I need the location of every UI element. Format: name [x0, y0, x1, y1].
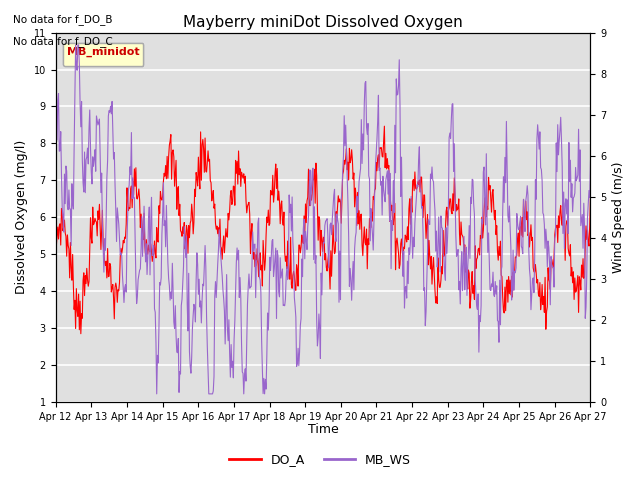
Text: No data for f_DO_B: No data for f_DO_B — [13, 14, 112, 25]
Legend:  — [63, 43, 143, 66]
Title: Mayberry miniDot Dissolved Oxygen: Mayberry miniDot Dissolved Oxygen — [183, 15, 463, 30]
X-axis label: Time: Time — [308, 423, 339, 436]
Text: No data for f_DO_C: No data for f_DO_C — [13, 36, 113, 47]
Legend: DO_A, MB_WS: DO_A, MB_WS — [224, 448, 416, 471]
Y-axis label: Dissolved Oxygen (mg/l): Dissolved Oxygen (mg/l) — [15, 140, 28, 294]
Y-axis label: Wind Speed (m/s): Wind Speed (m/s) — [612, 162, 625, 273]
